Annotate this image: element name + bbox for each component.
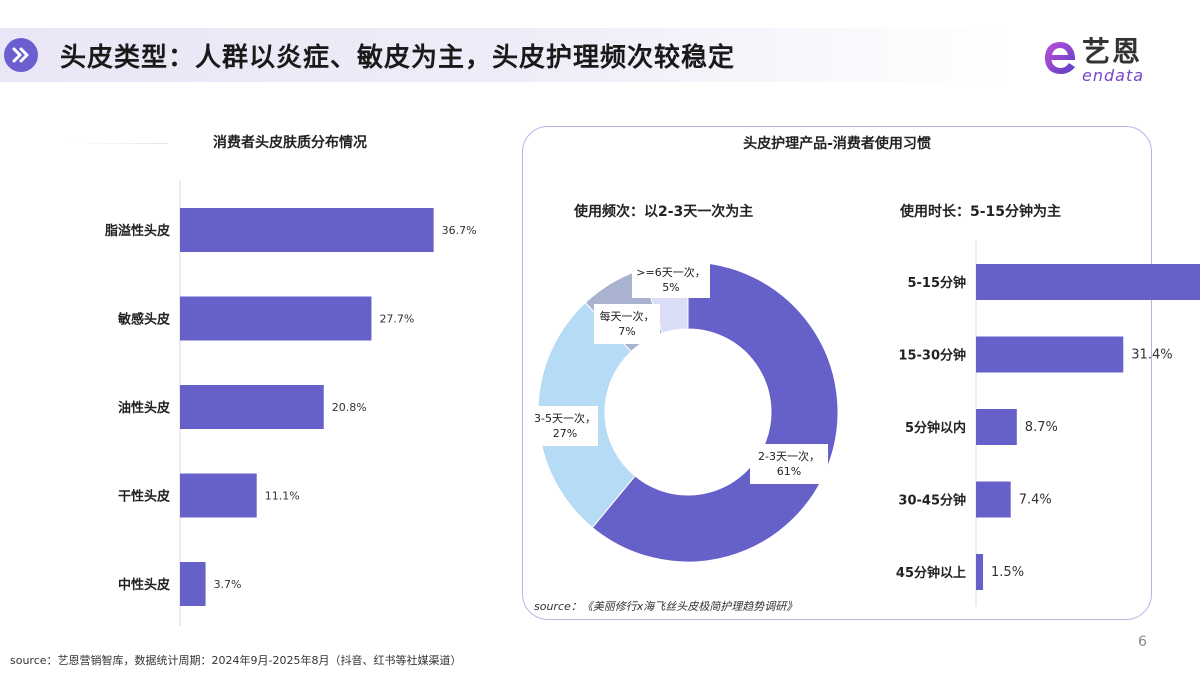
data-label: 36.7% xyxy=(442,224,477,237)
category-label: 干性头皮 xyxy=(118,489,170,505)
title-banner xyxy=(0,28,1010,82)
category-label: 45分钟以上 xyxy=(896,565,966,581)
bar xyxy=(976,481,1011,518)
data-label: 20.8% xyxy=(332,401,367,414)
duration-subtitle: 使用时长：5-15分钟为主 xyxy=(900,204,1062,220)
usage-habits-title: 头皮护理产品-消费者使用习惯 xyxy=(743,136,931,152)
panel-source: source：《美丽修行x海飞丝头皮极简护理趋势调研》 xyxy=(534,600,798,613)
data-label: 31.4% xyxy=(1131,348,1172,363)
slice-label: 3-5天一次， xyxy=(534,411,596,425)
bar xyxy=(976,409,1017,445)
skin-type-chart-title: 消费者头皮肤质分布情况 xyxy=(213,135,367,151)
skin-type-bar-chart: 脂溢性头皮 36.7% 敏感头皮 27.7% 油性头皮 20.8% 干性头皮 11.1% 中性头… xyxy=(104,180,477,627)
title-rule-left xyxy=(68,143,168,144)
frequency-subtitle: 使用频次：以2-3天一次为主 xyxy=(574,204,754,220)
category-label: 5-15分钟 xyxy=(907,275,966,291)
page-title: 头皮类型：人群以炎症、敏皮为主，头皮护理频次较稳定 xyxy=(60,43,736,73)
data-label: 11.1% xyxy=(265,490,300,503)
category-label: 中性头皮 xyxy=(118,577,170,593)
category-label: 油性头皮 xyxy=(118,400,170,416)
data-label: 7.4% xyxy=(1019,493,1052,508)
bar xyxy=(180,385,324,429)
slice-label: 每天一次， xyxy=(600,309,655,323)
slice-value-label: 5% xyxy=(662,281,679,294)
page-number: 6 xyxy=(1138,634,1147,650)
endata-logo: 艺恩 endata xyxy=(1042,30,1172,88)
footer-source: source：艺恩营销智库，数据统计周期：2024年9月-2025年8月（抖音、… xyxy=(10,654,462,667)
slice-value-label: 27% xyxy=(553,427,577,440)
bar xyxy=(180,208,434,252)
slice-value-label: 7% xyxy=(618,325,635,338)
slice-label-box xyxy=(632,260,710,298)
donut-slice xyxy=(591,261,839,563)
bar xyxy=(180,562,206,606)
category-label: 脂溢性头皮 xyxy=(104,223,170,239)
data-label: 27.7% xyxy=(379,313,414,326)
slice-label-box xyxy=(594,304,660,344)
duration-bar-chart: 5-15分钟48.5%15-30分钟31.4%5分钟以内8.7%30-45分钟7… xyxy=(896,240,1200,607)
bar xyxy=(180,473,257,518)
category-label: 5分钟以内 xyxy=(905,420,966,436)
slice-label-box xyxy=(532,406,598,446)
bar xyxy=(976,264,1200,300)
slice-label: >=6天一次， xyxy=(636,265,705,279)
category-label: 敏感头皮 xyxy=(117,312,170,328)
data-label: 3.7% xyxy=(214,578,242,591)
slice-value-label: 61% xyxy=(777,465,801,478)
bar xyxy=(976,336,1124,373)
frequency-donut-chart: 2-3天一次， 61% 3-5天一次， 27% 每天一次， 7% >=6天一次， 5% xyxy=(532,260,839,563)
logo-text-en: endata xyxy=(1082,66,1145,85)
category-label: 30-45分钟 xyxy=(898,493,966,509)
category-label: 15-30分钟 xyxy=(898,348,966,364)
logo-text-cn: 艺恩 xyxy=(1082,35,1143,68)
slice-label-box xyxy=(750,444,828,484)
slice-label: 2-3天一次， xyxy=(758,449,820,463)
double-chevron-icon xyxy=(4,38,38,72)
data-label: 1.5% xyxy=(991,565,1024,580)
bar xyxy=(976,554,984,590)
endata-logo-icon xyxy=(1045,42,1076,74)
bar xyxy=(180,296,372,341)
data-label: 8.7% xyxy=(1025,420,1058,435)
